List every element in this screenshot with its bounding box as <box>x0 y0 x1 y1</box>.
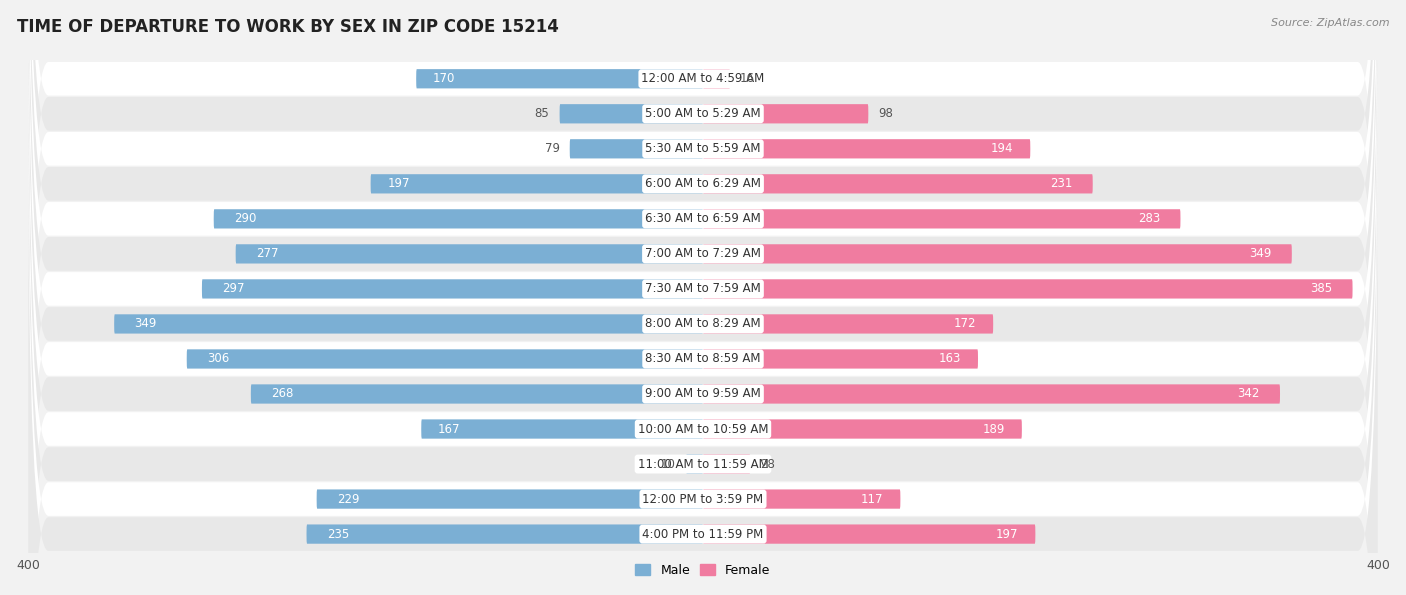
Text: 85: 85 <box>534 107 550 120</box>
FancyBboxPatch shape <box>686 455 703 474</box>
Text: 12:00 PM to 3:59 PM: 12:00 PM to 3:59 PM <box>643 493 763 506</box>
Text: 9:00 AM to 9:59 AM: 9:00 AM to 9:59 AM <box>645 387 761 400</box>
FancyBboxPatch shape <box>28 96 1378 595</box>
FancyBboxPatch shape <box>703 139 1031 158</box>
Text: 277: 277 <box>256 248 278 261</box>
FancyBboxPatch shape <box>316 490 703 509</box>
Text: 385: 385 <box>1310 283 1333 295</box>
FancyBboxPatch shape <box>28 0 1378 595</box>
FancyBboxPatch shape <box>28 0 1378 595</box>
Text: 10: 10 <box>661 458 676 471</box>
Text: 189: 189 <box>983 422 1005 436</box>
Text: Source: ZipAtlas.com: Source: ZipAtlas.com <box>1271 18 1389 28</box>
Text: 167: 167 <box>439 422 461 436</box>
Text: 163: 163 <box>939 352 962 365</box>
FancyBboxPatch shape <box>703 349 979 368</box>
FancyBboxPatch shape <box>703 314 993 334</box>
Text: 306: 306 <box>207 352 229 365</box>
Text: 194: 194 <box>991 142 1014 155</box>
FancyBboxPatch shape <box>703 209 1181 228</box>
Text: 290: 290 <box>233 212 256 226</box>
Text: 6:00 AM to 6:29 AM: 6:00 AM to 6:29 AM <box>645 177 761 190</box>
Text: 342: 342 <box>1237 387 1260 400</box>
FancyBboxPatch shape <box>250 384 703 403</box>
Text: 8:30 AM to 8:59 AM: 8:30 AM to 8:59 AM <box>645 352 761 365</box>
Text: 10:00 AM to 10:59 AM: 10:00 AM to 10:59 AM <box>638 422 768 436</box>
FancyBboxPatch shape <box>307 524 703 544</box>
FancyBboxPatch shape <box>28 26 1378 595</box>
Text: 117: 117 <box>860 493 883 506</box>
Text: 231: 231 <box>1050 177 1073 190</box>
Text: TIME OF DEPARTURE TO WORK BY SEX IN ZIP CODE 15214: TIME OF DEPARTURE TO WORK BY SEX IN ZIP … <box>17 18 558 36</box>
FancyBboxPatch shape <box>214 209 703 228</box>
FancyBboxPatch shape <box>703 524 1035 544</box>
FancyBboxPatch shape <box>28 0 1378 595</box>
Legend: Male, Female: Male, Female <box>630 559 776 582</box>
Text: 5:00 AM to 5:29 AM: 5:00 AM to 5:29 AM <box>645 107 761 120</box>
Text: 349: 349 <box>135 318 157 330</box>
FancyBboxPatch shape <box>569 139 703 158</box>
FancyBboxPatch shape <box>703 419 1022 439</box>
Text: 283: 283 <box>1137 212 1160 226</box>
FancyBboxPatch shape <box>28 0 1378 595</box>
Text: 235: 235 <box>326 528 349 541</box>
FancyBboxPatch shape <box>114 314 703 334</box>
Text: 349: 349 <box>1249 248 1271 261</box>
FancyBboxPatch shape <box>703 104 869 123</box>
FancyBboxPatch shape <box>202 279 703 299</box>
FancyBboxPatch shape <box>28 0 1378 587</box>
FancyBboxPatch shape <box>28 0 1378 517</box>
FancyBboxPatch shape <box>28 130 1378 595</box>
Text: 4:00 PM to 11:59 PM: 4:00 PM to 11:59 PM <box>643 528 763 541</box>
Text: 197: 197 <box>995 528 1018 541</box>
FancyBboxPatch shape <box>703 69 730 89</box>
Text: 28: 28 <box>761 458 775 471</box>
FancyBboxPatch shape <box>28 0 1378 595</box>
FancyBboxPatch shape <box>703 490 900 509</box>
FancyBboxPatch shape <box>236 245 703 264</box>
FancyBboxPatch shape <box>703 279 1353 299</box>
Text: 7:00 AM to 7:29 AM: 7:00 AM to 7:29 AM <box>645 248 761 261</box>
FancyBboxPatch shape <box>187 349 703 368</box>
FancyBboxPatch shape <box>28 0 1378 595</box>
Text: 229: 229 <box>337 493 360 506</box>
Text: 98: 98 <box>879 107 893 120</box>
FancyBboxPatch shape <box>703 174 1092 193</box>
Text: 6:30 AM to 6:59 AM: 6:30 AM to 6:59 AM <box>645 212 761 226</box>
FancyBboxPatch shape <box>703 384 1279 403</box>
Text: 12:00 AM to 4:59 AM: 12:00 AM to 4:59 AM <box>641 72 765 85</box>
FancyBboxPatch shape <box>28 61 1378 595</box>
Text: 297: 297 <box>222 283 245 295</box>
FancyBboxPatch shape <box>422 419 703 439</box>
FancyBboxPatch shape <box>703 245 1292 264</box>
Text: 79: 79 <box>544 142 560 155</box>
FancyBboxPatch shape <box>371 174 703 193</box>
Text: 170: 170 <box>433 72 456 85</box>
FancyBboxPatch shape <box>416 69 703 89</box>
Text: 11:00 AM to 11:59 AM: 11:00 AM to 11:59 AM <box>638 458 768 471</box>
Text: 7:30 AM to 7:59 AM: 7:30 AM to 7:59 AM <box>645 283 761 295</box>
FancyBboxPatch shape <box>560 104 703 123</box>
FancyBboxPatch shape <box>28 0 1378 483</box>
Text: 172: 172 <box>953 318 976 330</box>
FancyBboxPatch shape <box>28 0 1378 552</box>
FancyBboxPatch shape <box>703 455 751 474</box>
Text: 197: 197 <box>388 177 411 190</box>
Text: 5:30 AM to 5:59 AM: 5:30 AM to 5:59 AM <box>645 142 761 155</box>
Text: 268: 268 <box>271 387 294 400</box>
Text: 8:00 AM to 8:29 AM: 8:00 AM to 8:29 AM <box>645 318 761 330</box>
Text: 16: 16 <box>740 72 755 85</box>
